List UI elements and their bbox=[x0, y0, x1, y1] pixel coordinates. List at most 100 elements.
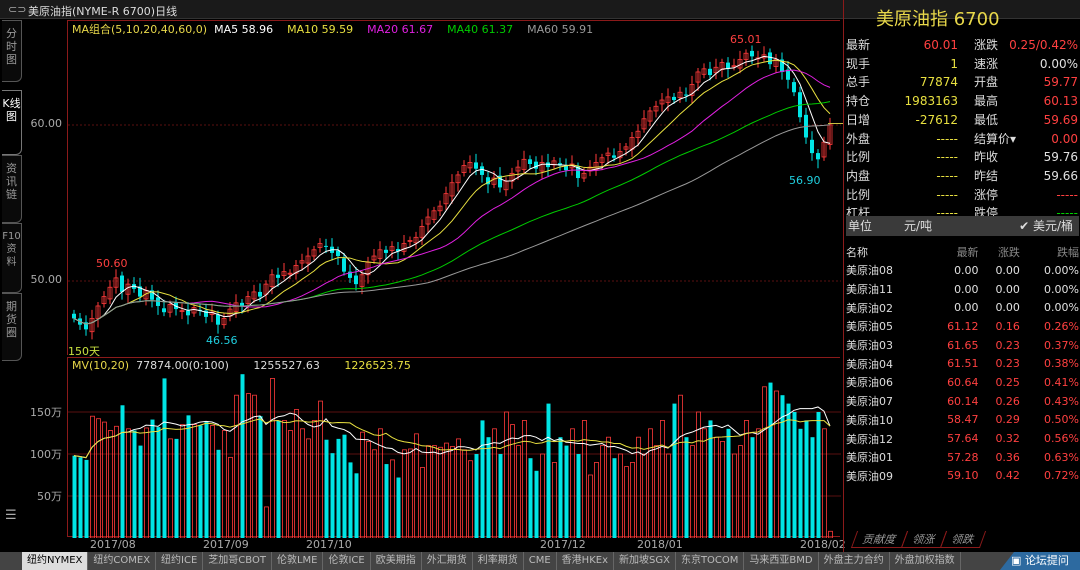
contract-name: 美原油05 bbox=[846, 320, 893, 334]
quote-row: 最新 60.01 bbox=[846, 36, 958, 54]
contract-row[interactable]: 美原油07 60.14 0.26 0.43% bbox=[846, 392, 1079, 411]
contract-row[interactable]: 美原油04 61.51 0.23 0.38% bbox=[846, 354, 1079, 373]
candle-body bbox=[792, 82, 796, 93]
list-icon[interactable]: ☰ bbox=[5, 508, 17, 523]
contract-name: 美原油06 bbox=[846, 376, 893, 390]
candle-body bbox=[623, 146, 629, 150]
market-tab[interactable]: 新加坡SGX bbox=[614, 552, 676, 570]
tab-futures-circle[interactable]: 期货圈 bbox=[2, 293, 22, 361]
tab-contribution[interactable]: 贡献度 bbox=[850, 531, 909, 548]
quote-row: 最高 60.13 bbox=[974, 92, 1078, 110]
quote-row: 昨收 59.76 bbox=[974, 148, 1078, 166]
market-tab[interactable]: 伦敦ICE bbox=[323, 552, 371, 570]
market-tab[interactable]: 利率期货 bbox=[473, 552, 524, 570]
candle-body bbox=[455, 174, 461, 184]
col-change[interactable]: 涨跌 bbox=[997, 245, 1020, 259]
candle-body bbox=[480, 166, 484, 175]
market-tab[interactable]: 外盘主力合约 bbox=[819, 552, 890, 570]
market-tab[interactable]: 伦敦LME bbox=[272, 552, 324, 570]
market-tab[interactable]: 东京TOCOM bbox=[676, 552, 745, 570]
contract-pct: 0.56% bbox=[1044, 432, 1079, 446]
candlestick-chart bbox=[68, 45, 841, 340]
candle-body bbox=[677, 91, 683, 99]
candle-body bbox=[245, 296, 251, 305]
volume-bar bbox=[786, 403, 791, 538]
quote-row: 昨结 59.66 bbox=[974, 167, 1078, 185]
contract-last: 59.10 bbox=[947, 469, 979, 483]
ma-legend: MA组合(5,10,20,40,60,0) MA5 58.96 MA10 59.… bbox=[72, 21, 593, 37]
contract-row[interactable]: 美原油01 57.28 0.36 0.63% bbox=[846, 448, 1079, 467]
contract-row[interactable]: 美原油08 0.00 0.00 0.00% bbox=[846, 261, 1079, 280]
tab-f10[interactable]: F10资料 bbox=[2, 223, 22, 293]
quote-row: 内盘 ----- bbox=[846, 167, 958, 185]
volume-legend: MV(10,20) 77874.00(0:100) 1255527.63 122… bbox=[72, 359, 411, 372]
quote-row[interactable]: 结算价▾ 0.00 bbox=[974, 130, 1078, 148]
volume-bar bbox=[114, 425, 119, 539]
contract-row[interactable]: 美原油12 57.64 0.32 0.56% bbox=[846, 429, 1079, 448]
candle-body bbox=[413, 236, 419, 244]
tab-top-losers[interactable]: 领跌 bbox=[939, 531, 987, 548]
contract-row[interactable]: 美原油10 58.47 0.29 0.50% bbox=[846, 411, 1079, 430]
market-tab[interactable]: 外盘加权指数 bbox=[890, 552, 961, 570]
col-name[interactable]: 名称 bbox=[846, 245, 868, 259]
market-tab[interactable]: 纽约COMEX bbox=[88, 552, 157, 570]
candle-body bbox=[515, 166, 521, 172]
tab-timeshare[interactable]: 分时图 bbox=[2, 20, 22, 82]
contract-row[interactable]: 美原油11 0.00 0.00 0.00% bbox=[846, 280, 1079, 299]
volume-bar bbox=[612, 458, 617, 538]
candle-body bbox=[419, 225, 425, 238]
volume-bar bbox=[390, 459, 395, 539]
tab-kline[interactable]: K线图 bbox=[2, 90, 22, 155]
contract-change: 0.23 bbox=[995, 357, 1020, 371]
volume-bar bbox=[798, 428, 803, 538]
ma5-value: MA5 58.96 bbox=[214, 23, 274, 36]
market-tab[interactable]: 芝加哥CBOT bbox=[203, 552, 272, 570]
price-chart[interactable]: MA组合(5,10,20,40,60,0) MA5 58.96 MA10 59.… bbox=[67, 20, 841, 358]
candle-body bbox=[491, 177, 497, 185]
market-tab[interactable]: 纽约NYMEX bbox=[22, 552, 89, 570]
volume-chart[interactable]: MV(10,20) 77874.00(0:100) 1255527.63 122… bbox=[67, 357, 841, 539]
tab-news[interactable]: 资讯链 bbox=[2, 155, 22, 223]
contract-last: 61.12 bbox=[947, 319, 979, 333]
candle-body bbox=[449, 182, 455, 197]
unit-usd-barrel[interactable]: ✔ 美元/桶 bbox=[1019, 219, 1073, 233]
quote-label: 速涨 bbox=[974, 56, 999, 71]
quote-label: 比例 bbox=[846, 150, 871, 165]
volume-tick: 50万 bbox=[37, 490, 62, 503]
market-tab[interactable]: 香港HKEx bbox=[557, 552, 614, 570]
market-tab[interactable]: 马来西亚BMD bbox=[744, 552, 819, 570]
chain-icon[interactable]: ⊂⊃ bbox=[8, 3, 27, 16]
candle-body bbox=[437, 205, 443, 212]
unit-yuan-ton[interactable]: 元/吨 bbox=[904, 219, 933, 233]
contract-row[interactable]: 美原油05 61.12 0.16 0.26% bbox=[846, 317, 1079, 336]
candle-body bbox=[659, 99, 665, 105]
quote-label: 昨收 bbox=[974, 150, 999, 165]
col-pct[interactable]: 跌幅 bbox=[1057, 245, 1079, 259]
date-tick: 2017/09 bbox=[203, 538, 249, 551]
volume-bar bbox=[684, 437, 689, 538]
market-tab[interactable]: 纽约ICE bbox=[156, 552, 204, 570]
ma20-value: MA20 61.67 bbox=[367, 23, 434, 36]
quote-label: 开盘 bbox=[974, 75, 999, 90]
volume-bar bbox=[822, 428, 827, 539]
quote-value: ----- bbox=[936, 168, 958, 183]
candle-body bbox=[407, 240, 413, 242]
volume-bar bbox=[474, 454, 479, 538]
market-tab[interactable]: 欧美期指 bbox=[371, 552, 422, 570]
col-last[interactable]: 最新 bbox=[956, 245, 979, 259]
candle-body bbox=[641, 118, 647, 130]
volume-bar bbox=[210, 425, 215, 539]
contract-row[interactable]: 美原油03 61.65 0.23 0.37% bbox=[846, 336, 1079, 355]
candle-body bbox=[726, 62, 730, 69]
date-tick: 2017/10 bbox=[306, 538, 352, 551]
contract-row[interactable]: 美原油02 0.00 0.00 0.00% bbox=[846, 298, 1079, 317]
volume-bar bbox=[348, 462, 353, 538]
volume-bar bbox=[234, 394, 239, 539]
contract-row[interactable]: 美原油09 59.10 0.42 0.72% bbox=[846, 467, 1079, 486]
forum-question-button[interactable]: ▣ 论坛提问 bbox=[1000, 552, 1080, 570]
market-tab[interactable]: CME bbox=[524, 552, 557, 570]
market-tab[interactable]: 外汇期货 bbox=[422, 552, 473, 570]
volume-bar bbox=[690, 445, 695, 539]
contract-row[interactable]: 美原油06 60.64 0.25 0.41% bbox=[846, 373, 1079, 392]
quote-row: 速涨 0.00% bbox=[974, 55, 1078, 73]
